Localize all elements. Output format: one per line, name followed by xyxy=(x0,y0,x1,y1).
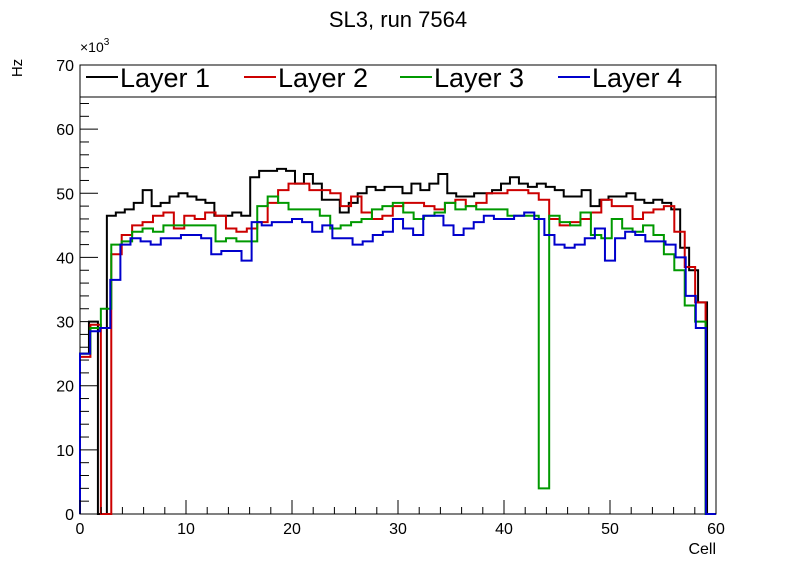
legend-label-1: Layer 1 xyxy=(120,63,210,93)
y-axis-label: Hz xyxy=(9,59,26,77)
legend-label-2: Layer 2 xyxy=(278,63,368,93)
axes-layer: 0 10 20 30 40 50 60 0 10 20 30 40 50 60 70 xyxy=(56,58,725,538)
x-tick-label: 40 xyxy=(495,521,513,538)
y-tick-label: 20 xyxy=(56,379,74,396)
y-multiplier-base: ×10 xyxy=(80,39,104,55)
legend-label-3: Layer 3 xyxy=(434,63,524,93)
y-tick-label: 40 xyxy=(56,250,74,267)
legend: Layer 1 Layer 2 Layer 3 Layer 4 xyxy=(79,63,717,98)
y-tick-label: 70 xyxy=(56,58,74,75)
x-tick-label: 20 xyxy=(283,521,301,538)
series-line-3 xyxy=(79,195,716,515)
legend-box xyxy=(79,64,717,98)
x-tick-label: 30 xyxy=(389,521,407,538)
y-tick-label: 0 xyxy=(65,507,74,524)
y-multiplier-exponent: 3 xyxy=(104,37,110,48)
x-tick-label: 60 xyxy=(707,521,725,538)
y-tick-label: 10 xyxy=(56,443,74,460)
legend-label-4: Layer 4 xyxy=(592,63,682,93)
series-line-1 xyxy=(79,167,716,515)
y-axis-multiplier: ×103 xyxy=(80,37,110,55)
y-tick-label: 30 xyxy=(56,315,74,332)
x-tick-label: 0 xyxy=(76,521,85,538)
x-tick-label: 10 xyxy=(177,521,195,538)
chart-title: SL3, run 7564 xyxy=(329,7,467,32)
y-tick-label: 60 xyxy=(56,122,74,139)
series-line-4 xyxy=(79,211,716,515)
x-tick-label: 50 xyxy=(601,521,619,538)
series-line-2 xyxy=(79,182,716,515)
series-layer xyxy=(79,167,716,515)
y-tick-label: 50 xyxy=(56,186,74,203)
x-axis-label: Cell xyxy=(688,541,716,558)
